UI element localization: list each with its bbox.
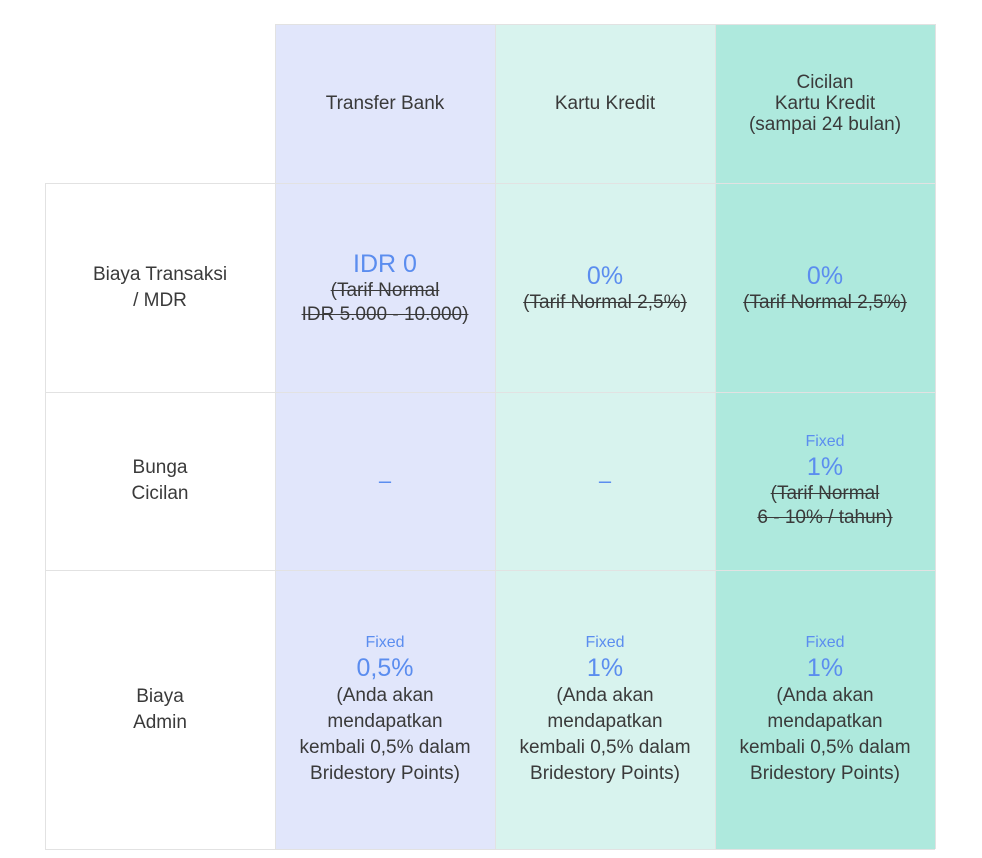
admin-bank-note-line-3: kembali 0,5% dalam — [299, 736, 471, 758]
grid-line — [275, 24, 935, 25]
mdr-cicilan-normal: (Tarif Normal 2,5%) — [743, 291, 907, 313]
mdr-kk-value: 0% — [586, 261, 624, 290]
row-label-admin: Biaya Admin — [45, 570, 275, 849]
grid-line — [935, 24, 936, 849]
admin-kk-value: 1% — [586, 653, 624, 682]
row-label-admin-line-1: Biaya — [136, 685, 184, 707]
mdr-bank-normal-line-2: IDR 5.000 - 10.000) — [301, 303, 469, 325]
admin-cicilan-note-line-1: (Anda akan — [776, 684, 874, 706]
admin-kk-note-line-2: mendapatkan — [547, 710, 663, 732]
grid-line — [45, 392, 935, 393]
admin-kk-note-line-1: (Anda akan — [556, 684, 654, 706]
grid-line — [715, 24, 716, 849]
row-label-bunga-line-1: Bunga — [132, 457, 188, 478]
admin-cicilan-note-line-3: kembali 0,5% dalam — [739, 736, 911, 758]
cell-admin-kk: Fixed 1% (Anda akan mendapatkan kembali … — [495, 570, 715, 849]
cell-bunga-bank: – — [275, 392, 495, 570]
column-kartu-kredit-bg — [495, 24, 715, 849]
mdr-bank-value: IDR 0 — [353, 249, 417, 278]
row-label-mdr-line-1: Biaya Transaksi — [92, 263, 228, 285]
admin-kk-note-line-3: kembali 0,5% dalam — [519, 736, 691, 758]
admin-cicilan-fixed: Fixed — [805, 633, 845, 651]
admin-kk-note-line-4: Bridestory Points) — [530, 762, 680, 784]
mdr-cicilan-value: 0% — [806, 261, 844, 290]
admin-bank-value: 0,5% — [356, 653, 414, 682]
cell-mdr-bank: IDR 0 (Tarif Normal IDR 5.000 - 10.000) — [275, 183, 495, 392]
row-label-mdr: Biaya Transaksi / MDR — [45, 183, 275, 392]
admin-cicilan-note-line-4: Bridestory Points) — [750, 762, 900, 784]
row-label-mdr-line-2: / MDR — [133, 289, 187, 311]
row-label-bunga-line-2: Cicilan — [131, 483, 189, 504]
admin-bank-note-line-1: (Anda akan — [336, 684, 434, 706]
cell-mdr-cicilan: 0% (Tarif Normal 2,5%) — [715, 183, 935, 392]
header-cicilan: Cicilan Kartu Kredit (sampai 24 bulan) — [715, 24, 935, 183]
header-transfer-bank-label: Transfer Bank — [325, 93, 445, 114]
admin-bank-fixed: Fixed — [365, 633, 405, 651]
grid-line — [275, 24, 276, 849]
cell-admin-bank: Fixed 0,5% (Anda akan mendapatkan kembal… — [275, 570, 495, 849]
row-label-admin-line-2: Admin — [133, 711, 187, 733]
grid-line — [45, 183, 935, 184]
bunga-bank-dash: – — [378, 468, 392, 493]
admin-bank-note-line-4: Bridestory Points) — [310, 762, 460, 784]
bunga-cicilan-fixed: Fixed — [805, 433, 845, 450]
header-kartu-kredit-label: Kartu Kredit — [554, 93, 656, 114]
admin-cicilan-note-line-2: mendapatkan — [767, 710, 883, 732]
bunga-kk-dash: – — [598, 468, 612, 493]
cell-mdr-kk: 0% (Tarif Normal 2,5%) — [495, 183, 715, 392]
cell-bunga-cicilan: Fixed 1% (Tarif Normal 6 - 10% / tahun) — [715, 392, 935, 570]
column-transfer-bank-bg — [275, 24, 495, 849]
column-cicilan-bg — [715, 24, 935, 849]
grid-line — [45, 849, 935, 850]
admin-kk-fixed: Fixed — [585, 633, 625, 651]
grid-line — [45, 183, 46, 849]
cell-admin-cicilan: Fixed 1% (Anda akan mendapatkan kembali … — [715, 570, 935, 849]
header-transfer-bank: Transfer Bank — [275, 24, 495, 183]
bunga-cicilan-value: 1% — [806, 453, 844, 481]
admin-cicilan-value: 1% — [806, 653, 844, 682]
mdr-bank-normal-line-1: (Tarif Normal — [330, 279, 440, 301]
bunga-cicilan-normal-line-2: 6 - 10% / tahun) — [757, 507, 893, 528]
header-kartu-kredit: Kartu Kredit — [495, 24, 715, 183]
header-cicilan-line-1: Cicilan — [796, 72, 854, 93]
grid-line — [45, 570, 935, 571]
cell-bunga-kk: – — [495, 392, 715, 570]
header-cicilan-line-3: (sampai 24 bulan) — [748, 114, 902, 135]
mdr-kk-normal: (Tarif Normal 2,5%) — [523, 291, 687, 313]
admin-bank-note-line-2: mendapatkan — [327, 710, 443, 732]
row-label-bunga: Bunga Cicilan — [45, 392, 275, 570]
grid-line — [495, 24, 496, 849]
bunga-cicilan-normal-line-1: (Tarif Normal — [770, 483, 880, 504]
header-cicilan-line-2: Kartu Kredit — [774, 93, 876, 114]
